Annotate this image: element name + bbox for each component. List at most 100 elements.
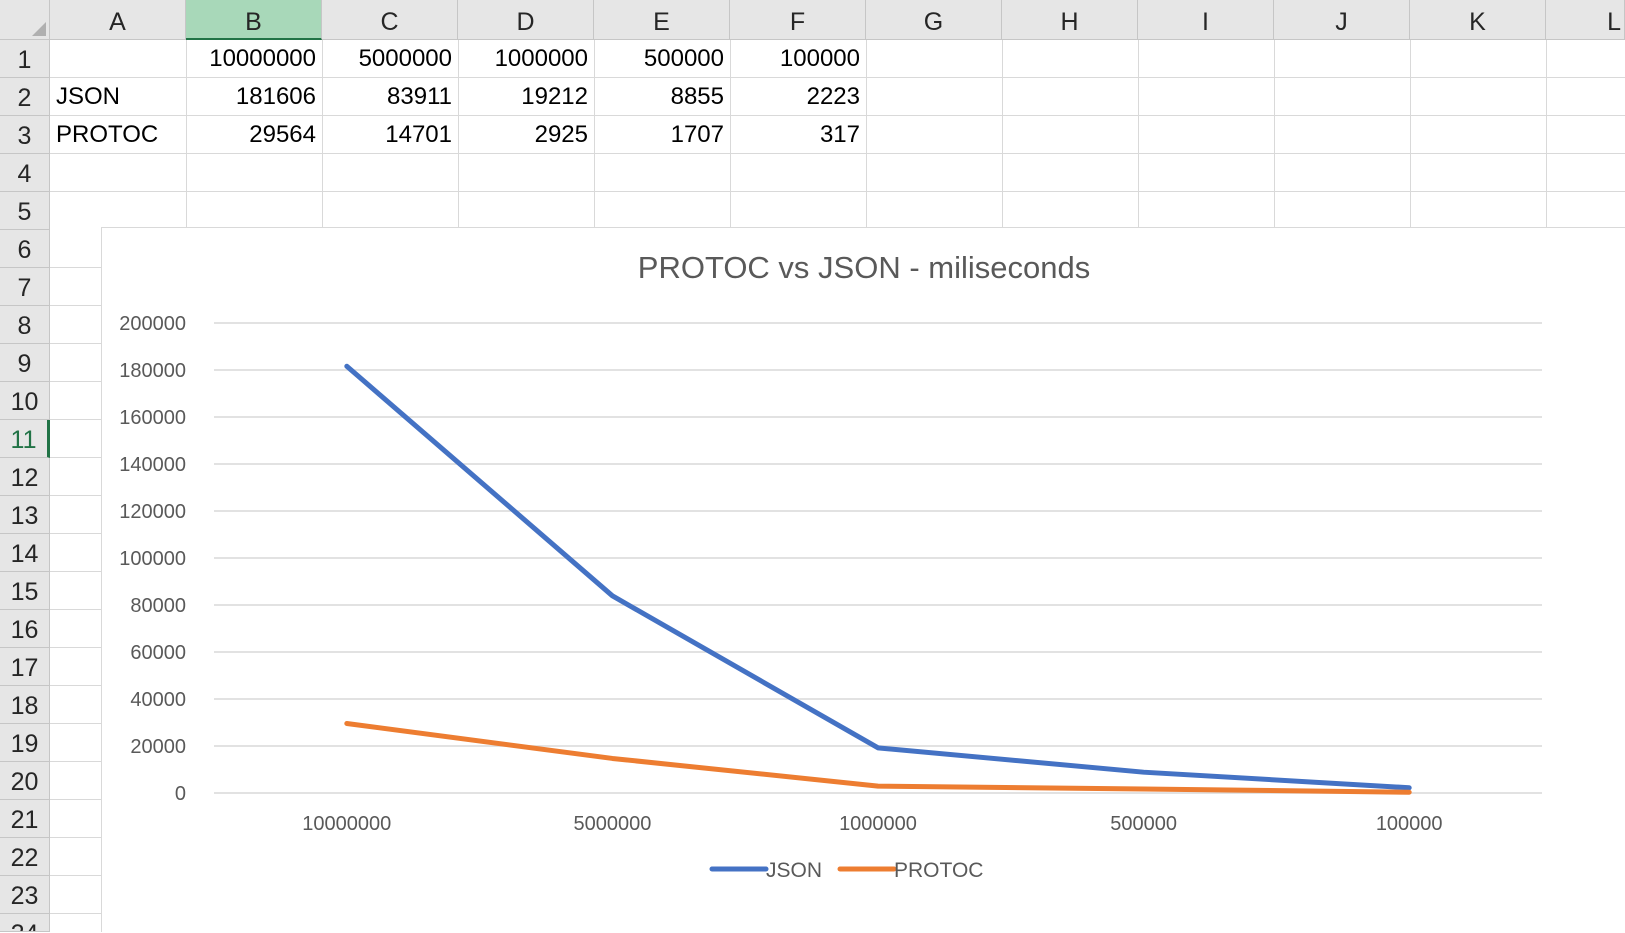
grid-line: [186, 40, 187, 227]
cell-f2[interactable]: 2223: [806, 83, 860, 110]
y-tick-label: 100000: [119, 548, 186, 570]
column-header-k[interactable]: K: [1410, 0, 1546, 40]
grid-line: [50, 381, 101, 382]
grid-line: [50, 267, 101, 268]
row-header-8[interactable]: 8: [0, 306, 50, 344]
row-header-2[interactable]: 2: [0, 78, 50, 116]
legend-label-protoc[interactable]: PROTOC: [894, 859, 983, 882]
column-header-e[interactable]: E: [594, 0, 730, 40]
cell-f1[interactable]: 100000: [779, 45, 860, 72]
cell-d3[interactable]: 2925: [534, 121, 588, 148]
grid-line: [50, 343, 101, 344]
row-header-1[interactable]: 1: [0, 40, 50, 78]
row-header-4[interactable]: 4: [0, 154, 50, 192]
column-header-l[interactable]: L: [1546, 0, 1625, 40]
grid-line: [50, 419, 101, 420]
chart-plot-area[interactable]: 2000001800001600001400001200001000008000…: [102, 228, 1625, 933]
grid-line: [50, 647, 101, 648]
y-tick-label: 180000: [119, 360, 186, 382]
column-header-c[interactable]: C: [322, 0, 458, 40]
cell-c2[interactable]: 83911: [387, 83, 452, 110]
grid-line: [50, 457, 101, 458]
row-header-9[interactable]: 9: [0, 344, 50, 382]
grid-line: [50, 115, 1625, 116]
cell-c3[interactable]: 14701: [385, 121, 452, 148]
x-tick-label: 10000000: [302, 813, 391, 835]
series-line-json[interactable]: [344, 363, 1412, 791]
grid-line: [50, 191, 1625, 192]
row-header-21[interactable]: 21: [0, 800, 50, 838]
grid-line: [50, 837, 101, 838]
y-tick-label: 140000: [119, 454, 186, 476]
grid-line: [866, 40, 867, 227]
row-header-6[interactable]: 6: [0, 230, 50, 268]
grid-line: [50, 153, 1625, 154]
column-header-i[interactable]: I: [1138, 0, 1274, 40]
x-tick-label: 100000: [1376, 813, 1443, 835]
row-header-16[interactable]: 16: [0, 610, 50, 648]
chart-title[interactable]: PROTOC vs JSON - miliseconds: [637, 250, 1091, 285]
grid-line: [50, 913, 101, 914]
grid-line: [730, 40, 731, 227]
grid-line: [50, 77, 1625, 78]
series-line-protoc[interactable]: [344, 721, 1412, 795]
grid-line: [50, 685, 101, 686]
row-header-12[interactable]: 12: [0, 458, 50, 496]
select-all-icon: [32, 22, 46, 36]
cell-d2[interactable]: 19212: [521, 83, 588, 110]
row-header-23[interactable]: 23: [0, 876, 50, 914]
cell-e1[interactable]: 500000: [643, 45, 724, 72]
y-tick-label: 200000: [119, 313, 186, 335]
grid-line: [322, 40, 323, 227]
row-header-11[interactable]: 11: [0, 420, 50, 458]
y-tick-label: 0: [175, 783, 186, 805]
y-tick-label: 120000: [119, 501, 186, 523]
column-header-h[interactable]: H: [1002, 0, 1138, 40]
grid-line: [1138, 40, 1139, 227]
y-tick-label: 80000: [130, 595, 186, 617]
y-tick-label: 160000: [119, 407, 186, 429]
cell-b1[interactable]: 10000000: [209, 45, 316, 72]
row-header-20[interactable]: 20: [0, 762, 50, 800]
column-header-f[interactable]: F: [730, 0, 866, 40]
select-all-button[interactable]: [0, 0, 50, 40]
cell-e2[interactable]: 8855: [670, 83, 724, 110]
cell-e3[interactable]: 1707: [670, 121, 724, 148]
column-header-g[interactable]: G: [866, 0, 1002, 40]
cell-d1[interactable]: 1000000: [494, 45, 588, 72]
cell-a3[interactable]: PROTOC: [56, 121, 159, 148]
row-header-24[interactable]: 24: [0, 914, 50, 932]
row-header-5[interactable]: 5: [0, 192, 50, 230]
grid-line: [50, 723, 101, 724]
row-header-18[interactable]: 18: [0, 686, 50, 724]
cell-c1[interactable]: 5000000: [358, 45, 452, 72]
row-header-14[interactable]: 14: [0, 534, 50, 572]
column-header-d[interactable]: D: [458, 0, 594, 40]
legend-label-json[interactable]: JSON: [766, 859, 822, 882]
cell-b2[interactable]: 181606: [235, 83, 316, 110]
column-header-j[interactable]: J: [1274, 0, 1410, 40]
grid-line: [50, 495, 101, 496]
cell-a2[interactable]: JSON: [56, 83, 121, 110]
y-tick-label: 20000: [130, 736, 186, 758]
row-header-17[interactable]: 17: [0, 648, 50, 686]
row-header-19[interactable]: 19: [0, 724, 50, 762]
line-chart[interactable]: PROTOC vs JSON - miliseconds 200000 18000…: [101, 227, 1625, 932]
row-header-15[interactable]: 15: [0, 572, 50, 610]
grid-line: [1410, 40, 1411, 227]
x-tick-label: 5000000: [573, 813, 651, 835]
row-header-13[interactable]: 13: [0, 496, 50, 534]
column-header-a[interactable]: A: [50, 0, 186, 40]
grid-line: [458, 40, 459, 227]
column-header-b[interactable]: B: [186, 0, 322, 40]
row-header-22[interactable]: 22: [0, 838, 50, 876]
row-header-10[interactable]: 10: [0, 382, 50, 420]
row-header-7[interactable]: 7: [0, 268, 50, 306]
x-tick-label: 500000: [1110, 813, 1177, 835]
cell-b3[interactable]: 29564: [249, 121, 316, 148]
cell-f3[interactable]: 317: [819, 121, 860, 148]
grid-line: [50, 609, 101, 610]
grid-line: [50, 533, 101, 534]
row-header-3[interactable]: 3: [0, 116, 50, 154]
